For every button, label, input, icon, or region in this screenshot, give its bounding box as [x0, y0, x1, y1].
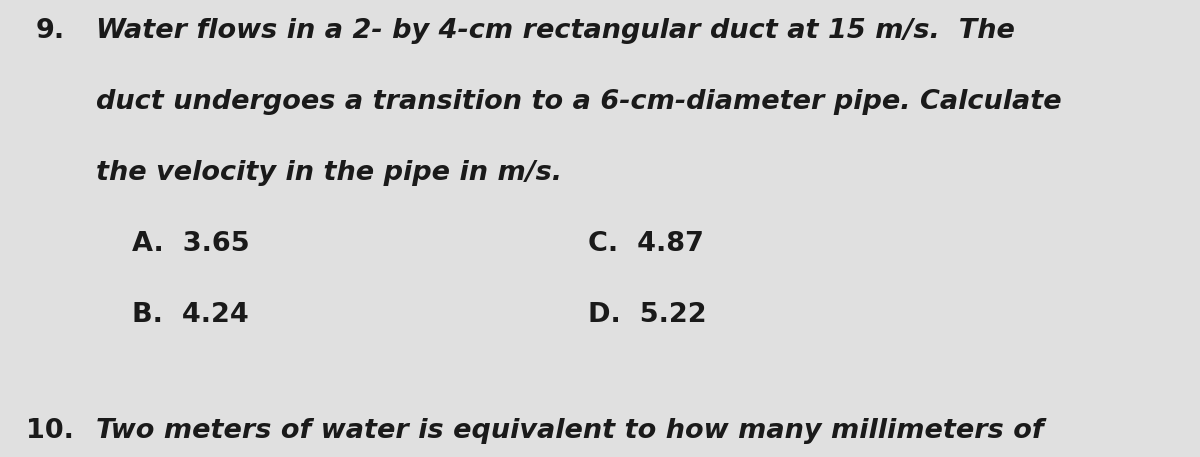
- Text: Two meters of water is equivalent to how many millimeters of: Two meters of water is equivalent to how…: [96, 418, 1044, 444]
- Text: the velocity in the pipe in m/s.: the velocity in the pipe in m/s.: [96, 160, 562, 186]
- Text: Water flows in a 2- by 4-cm rectangular duct at 15 m/s.  The: Water flows in a 2- by 4-cm rectangular …: [96, 18, 1015, 44]
- Text: D.  5.22: D. 5.22: [588, 302, 707, 328]
- Text: B.  4.24: B. 4.24: [132, 302, 248, 328]
- Text: duct undergoes a transition to a 6-cm-diameter pipe. Calculate: duct undergoes a transition to a 6-cm-di…: [96, 89, 1062, 115]
- Text: A.  3.65: A. 3.65: [132, 231, 250, 257]
- Text: C.  4.87: C. 4.87: [588, 231, 704, 257]
- Text: 9.: 9.: [36, 18, 65, 44]
- Text: 10.: 10.: [26, 418, 74, 444]
